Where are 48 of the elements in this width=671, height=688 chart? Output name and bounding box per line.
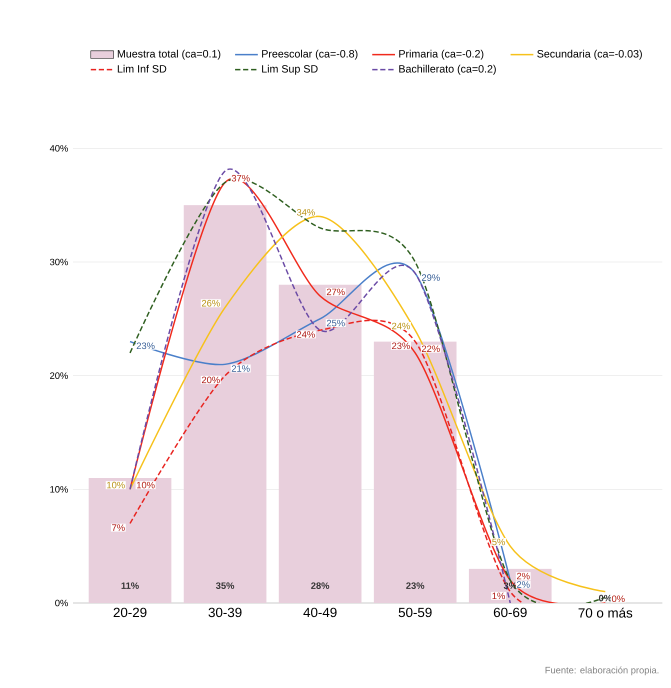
bar: [88, 478, 172, 603]
data-label: 23%: [136, 342, 155, 350]
data-label: 2%: [516, 581, 530, 588]
data-label: 10%: [107, 482, 125, 488]
data-label: 23%: [392, 342, 410, 350]
data-label: 0%: [612, 595, 625, 602]
legend-label: Lim Inf SD: [118, 64, 166, 73]
data-label: 20%: [202, 376, 220, 384]
data-label: 1%: [492, 592, 505, 600]
data-label: 7%: [112, 524, 125, 531]
y-tick-label: 20%: [50, 372, 68, 379]
bar: [278, 284, 362, 603]
y-tick-label: 30%: [50, 258, 68, 266]
data-label: 24%: [296, 331, 315, 338]
data-label: 23%: [406, 582, 424, 589]
data-label: 37%: [232, 174, 250, 182]
data-label: 35%: [216, 582, 234, 589]
x-tick-label: 20-29: [114, 608, 146, 618]
data-label: 2%: [516, 572, 530, 580]
x-tick-label: 50-59: [398, 608, 432, 618]
x-tick-label: 60-69: [494, 608, 527, 618]
data-label: 24%: [392, 322, 410, 330]
data-label: 5%: [492, 538, 505, 546]
y-tick-label: 10%: [50, 486, 68, 493]
data-label: 29%: [422, 274, 440, 281]
bar: [374, 342, 457, 603]
y-tick-label: 40%: [50, 145, 68, 152]
data-label: 10%: [137, 482, 155, 488]
data-label: 11%: [122, 582, 139, 589]
data-label: 25%: [326, 320, 345, 326]
data-label: 27%: [326, 288, 345, 296]
legend-label: Secundaria (ca=-0.03): [537, 50, 642, 60]
data-label: 28%: [311, 582, 330, 589]
x-tick-label: 40-49: [303, 608, 337, 618]
legend-label: Bachillerato (ca=0.2): [399, 64, 496, 75]
x-tick-label: 70 o más: [578, 608, 632, 618]
data-label: 21%: [232, 365, 250, 372]
x-tick-label: 30-39: [208, 608, 242, 618]
source-note: Fuente: elaboración propia.: [546, 666, 658, 676]
legend-label: Preescolar (ca=-0.8): [262, 50, 358, 60]
legend-label: Primaria (ca=-0.2): [399, 50, 484, 60]
y-tick-label: 0%: [55, 600, 68, 606]
data-label: 26%: [202, 300, 220, 307]
legend-label: Lim Sup SD: [262, 64, 318, 75]
bar: [184, 205, 266, 603]
data-label: 34%: [296, 209, 315, 216]
data-label: 22%: [422, 345, 440, 352]
legend-label: Muestra total (ca=0.1): [118, 50, 220, 60]
